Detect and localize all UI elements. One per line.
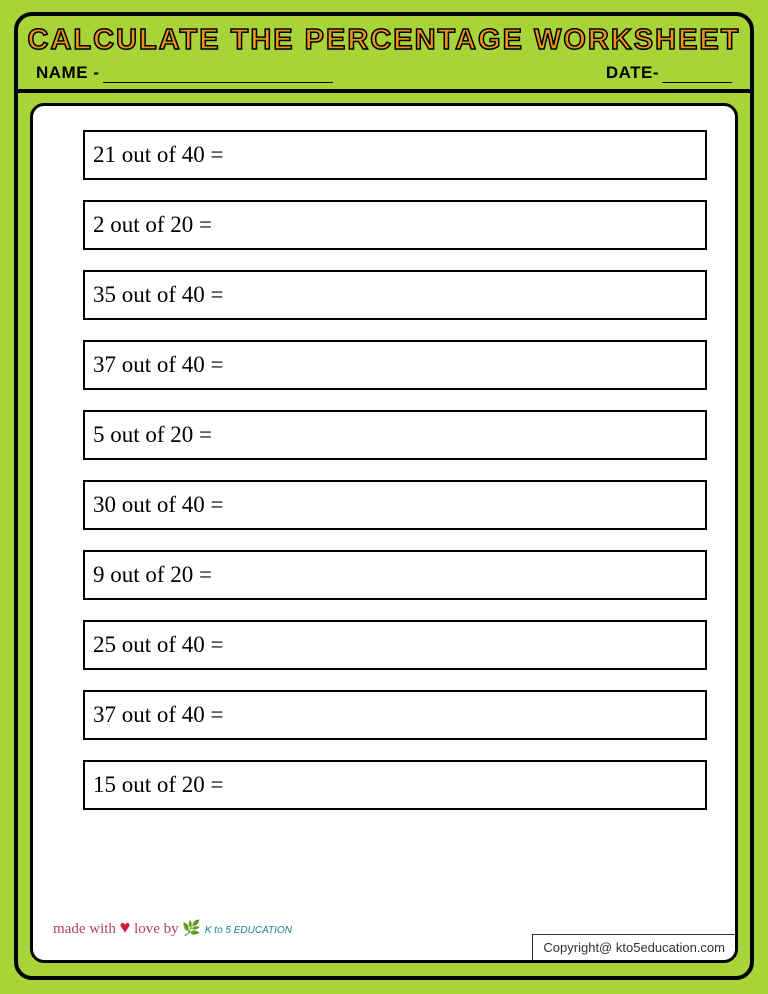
problem-9[interactable]: 37 out of 40 = <box>83 690 707 740</box>
love-text: love <box>134 921 160 937</box>
problem-6[interactable]: 30 out of 40 = <box>83 480 707 530</box>
problem-1[interactable]: 21 out of 40 = <box>83 130 707 180</box>
problem-4[interactable]: 37 out of 40 = <box>83 340 707 390</box>
worksheet-frame: CALCULATE THE PERCENTAGE WORKSHEET NAME … <box>14 12 754 980</box>
worksheet-title: CALCULATE THE PERCENTAGE WORKSHEET <box>18 24 750 57</box>
problem-8[interactable]: 25 out of 40 = <box>83 620 707 670</box>
problem-5[interactable]: 5 out of 20 = <box>83 410 707 460</box>
name-input-line[interactable] <box>103 82 333 83</box>
problem-7[interactable]: 9 out of 20 = <box>83 550 707 600</box>
title-bar: CALCULATE THE PERCENTAGE WORKSHEET <box>18 16 750 61</box>
info-row: NAME - DATE- <box>18 61 750 93</box>
date-field: DATE- <box>606 63 732 83</box>
problem-3[interactable]: 35 out of 40 = <box>83 270 707 320</box>
heart-icon: ♥ <box>120 917 131 937</box>
leaf-icon: 🌿 <box>182 921 201 937</box>
copyright: Copyright@ kto5education.com <box>532 934 735 960</box>
name-field: NAME - <box>36 63 333 83</box>
content-area: 21 out of 40 = 2 out of 20 = 35 out of 4… <box>30 103 738 963</box>
date-input-line[interactable] <box>662 82 732 83</box>
footer-logo: made with ♥ love by 🌿 K to 5 EDUCATION <box>53 917 292 938</box>
problem-2[interactable]: 2 out of 20 = <box>83 200 707 250</box>
made-with-text: made with <box>53 921 116 937</box>
problem-10[interactable]: 15 out of 20 = <box>83 760 707 810</box>
name-label: NAME - <box>36 63 99 83</box>
brand-text: K to 5 EDUCATION <box>205 925 292 936</box>
by-text: by <box>164 921 179 937</box>
date-label: DATE- <box>606 63 659 83</box>
